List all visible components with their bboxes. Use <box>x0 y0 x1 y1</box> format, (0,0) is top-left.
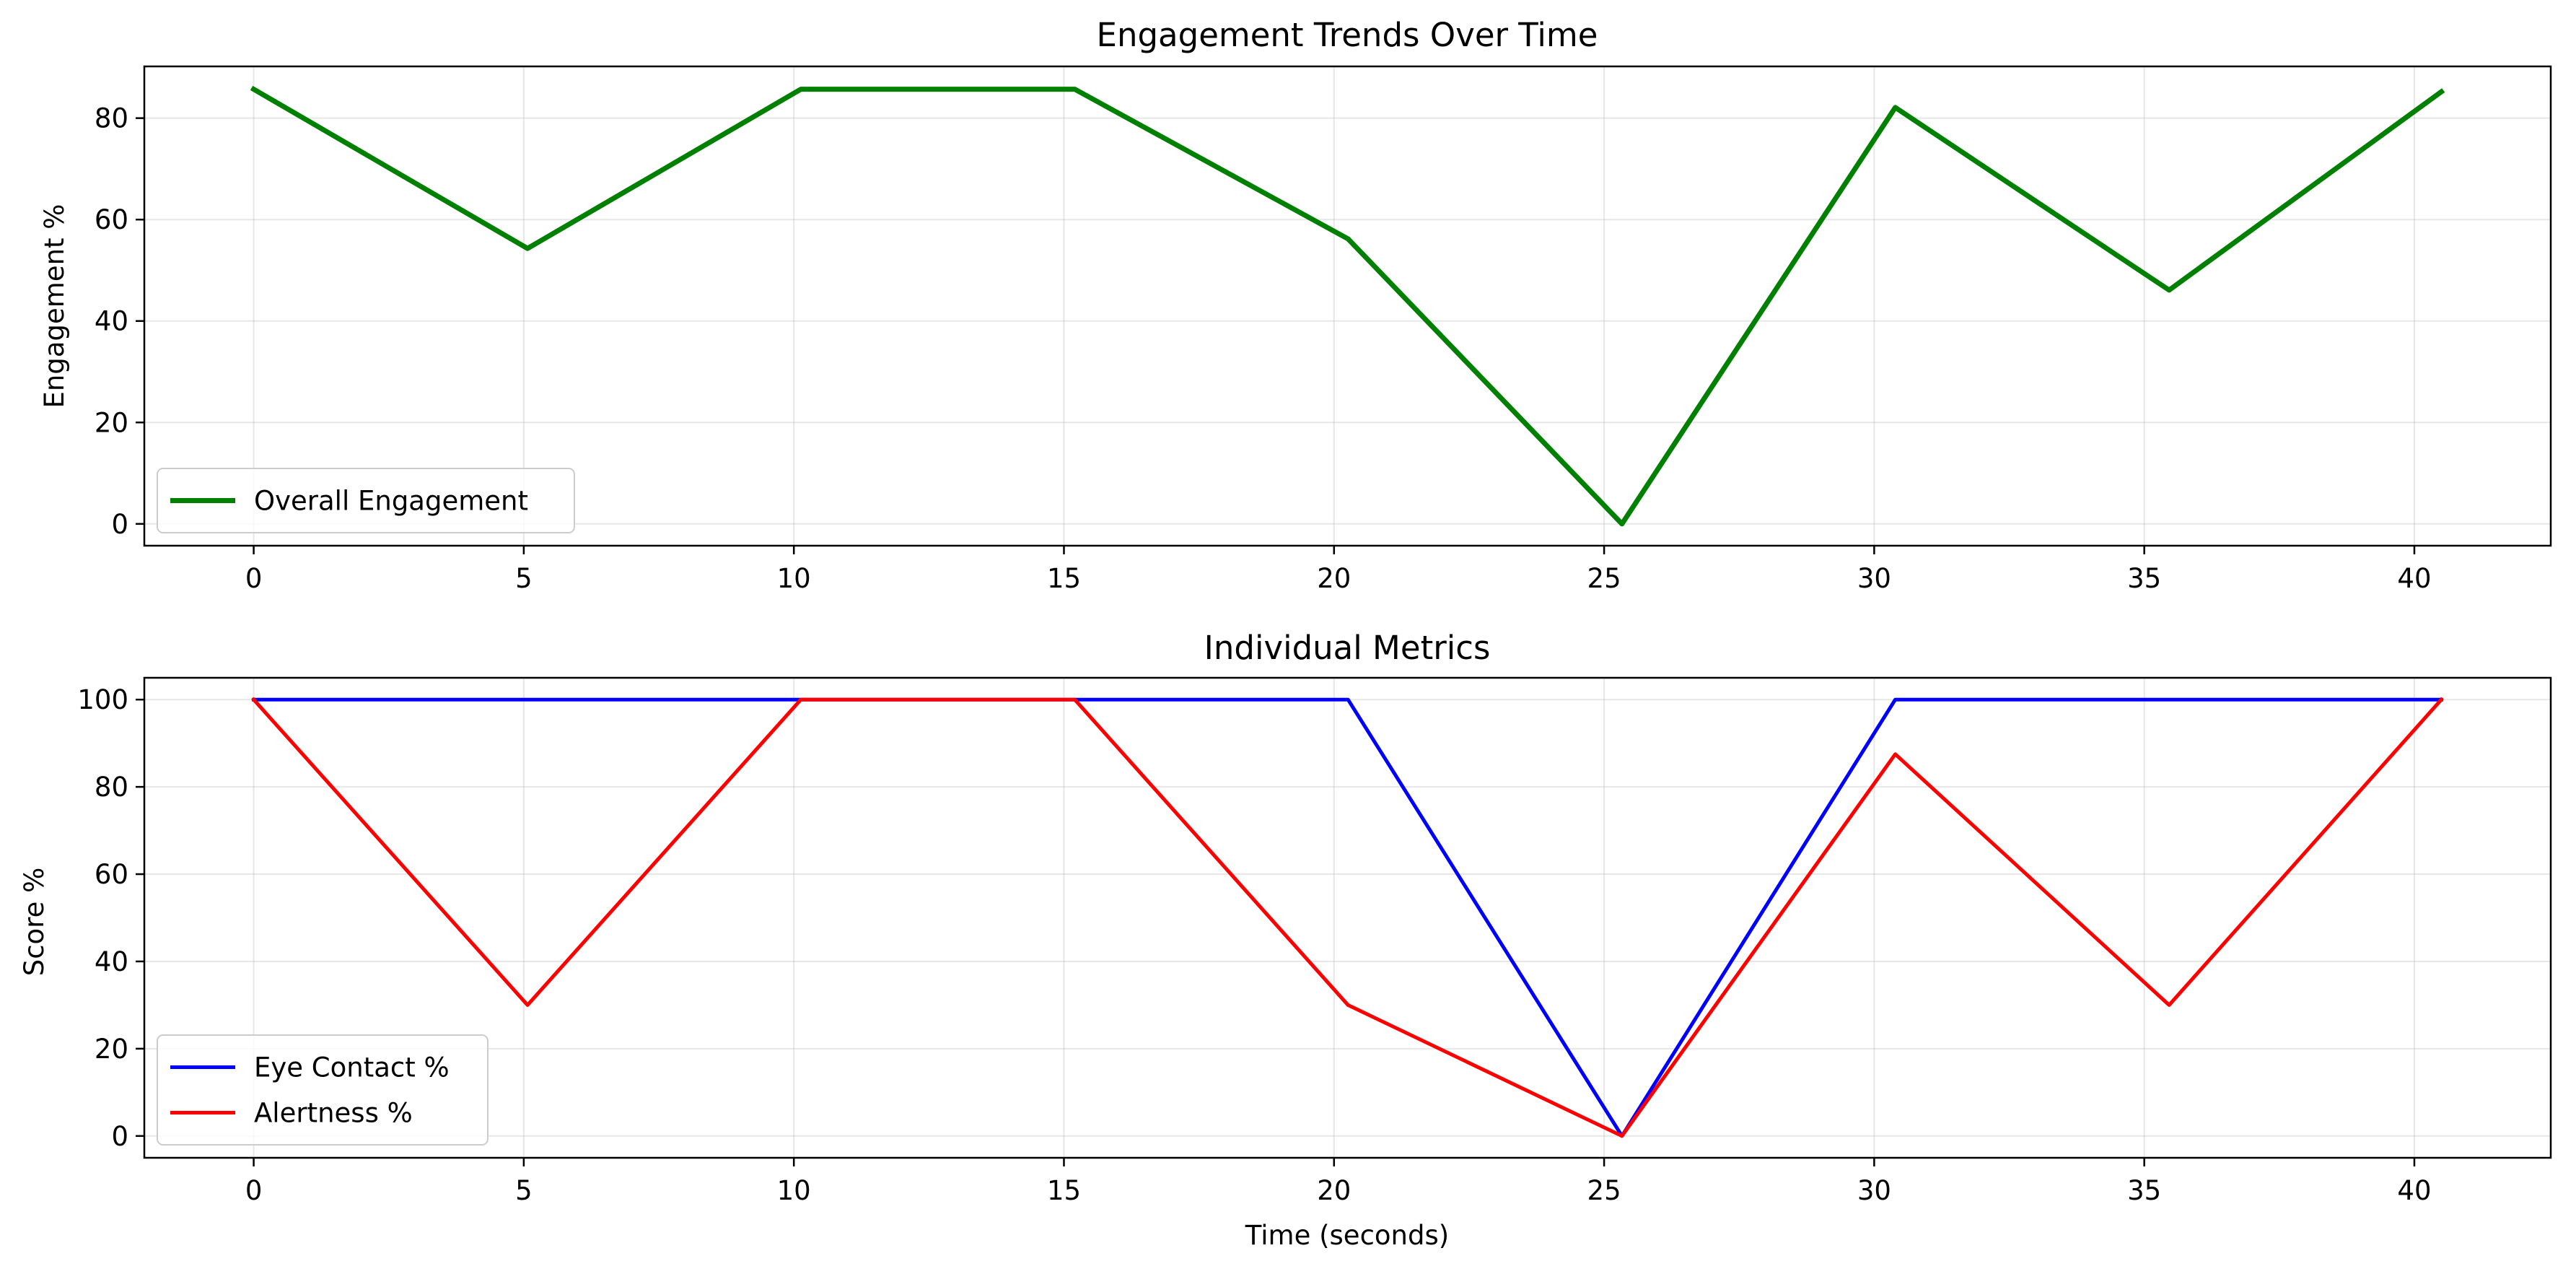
y-tick-label: 100 <box>77 684 128 715</box>
legend: Overall Engagement <box>157 468 575 533</box>
x-tick-label: 10 <box>777 563 811 594</box>
legend-box <box>157 1034 489 1146</box>
x-tick-label: 40 <box>2397 1175 2431 1206</box>
y-tick-label: 60 <box>95 859 128 890</box>
x-tick-label: 35 <box>2127 563 2161 594</box>
y-tick-label: 20 <box>95 1034 128 1065</box>
x-tick-label: 35 <box>2127 1175 2161 1206</box>
chart-title: Individual Metrics <box>1204 629 1491 667</box>
x-tick-label: 5 <box>515 563 533 594</box>
series-line <box>251 697 2444 1138</box>
y-axis-label: Score % <box>19 868 50 977</box>
series-line <box>250 85 2445 527</box>
x-tick-label: 15 <box>1047 563 1081 594</box>
x-tick-label: 5 <box>515 1175 533 1206</box>
series-line <box>252 697 2443 1138</box>
legend: Eye Contact % Alertness % <box>157 1034 489 1146</box>
y-tick-label: 40 <box>95 946 128 977</box>
chart-top: Engagement Trends Over Time Engagement %… <box>39 16 2552 594</box>
legend-label: Eye Contact % <box>254 1052 450 1083</box>
legend-label: Overall Engagement <box>254 486 528 517</box>
x-tick-label: 0 <box>245 563 263 594</box>
x-tick-label: 30 <box>1857 1175 1891 1206</box>
x-tick-label: 0 <box>245 1175 263 1206</box>
chart-bottom: Individual Metrics Score % Time (seconds… <box>19 629 2552 1251</box>
x-tick-label: 20 <box>1317 1175 1351 1206</box>
x-axis-label: Time (seconds) <box>1245 1220 1449 1251</box>
y-tick-label: 60 <box>95 204 128 235</box>
y-tick-label: 40 <box>95 306 128 337</box>
legend-box <box>157 468 575 533</box>
x-tick-label: 20 <box>1317 563 1351 594</box>
y-axis-label: Engagement % <box>39 204 70 409</box>
y-tick-label: 0 <box>111 509 128 540</box>
grid <box>144 66 2551 546</box>
plot-frame <box>143 676 2552 1159</box>
grid <box>144 678 2551 1158</box>
plot-frame <box>143 65 2552 547</box>
x-tick-label: 25 <box>1587 563 1621 594</box>
y-tick-label: 20 <box>95 407 128 438</box>
x-tick-label: 25 <box>1587 1175 1621 1206</box>
x-tick-label: 15 <box>1047 1175 1081 1206</box>
legend-label: Alertness % <box>254 1098 413 1129</box>
x-tick-label: 10 <box>777 1175 811 1206</box>
y-tick-label: 0 <box>111 1121 128 1152</box>
x-tick-label: 30 <box>1857 563 1891 594</box>
y-tick-label: 80 <box>95 772 128 803</box>
x-tick-label: 40 <box>2397 563 2431 594</box>
chart-title: Engagement Trends Over Time <box>1097 16 1598 54</box>
y-tick-label: 80 <box>95 103 128 134</box>
